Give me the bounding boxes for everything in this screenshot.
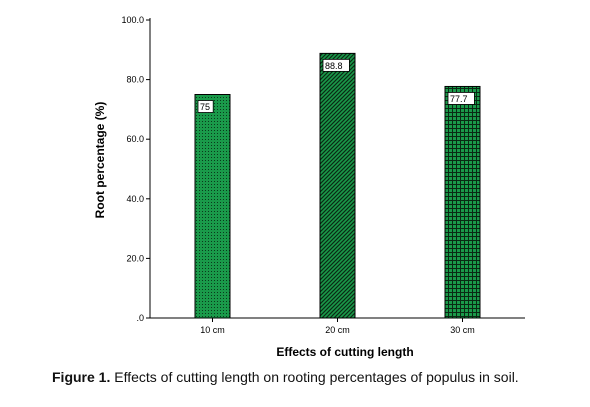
data-label-box <box>322 58 350 72</box>
plot-area: .0 20.0 40.0 60.0 80.0 100.0 75 10 cm 88.8 20 cm 7… <box>121 15 525 335</box>
data-label: 75 <box>200 102 210 112</box>
data-label: 77.7 <box>450 94 468 104</box>
bar <box>444 85 481 319</box>
x-tick-label: 20 cm <box>325 325 350 335</box>
y-tick-label: 20.0 <box>126 253 144 263</box>
y-axis-title: Root percentage (%) <box>93 102 107 219</box>
y-tick-label: 60.0 <box>126 134 144 144</box>
figure-caption-text: Effects of cutting length on rooting per… <box>114 369 519 385</box>
data-label: 88.8 <box>325 61 343 71</box>
figure-caption: Figure 1. Effects of cutting length on r… <box>52 369 519 385</box>
bar <box>319 52 356 319</box>
bar-chart: .0 20.0 40.0 60.0 80.0 100.0 75 10 cm 88.8 20 cm 7… <box>93 15 525 359</box>
x-tick-label: 10 cm <box>200 325 225 335</box>
x-tick-label: 30 cm <box>450 325 475 335</box>
y-tick-label: .0 <box>136 313 144 323</box>
x-axis-title: Effects of cutting length <box>276 345 413 359</box>
figure-label: Figure 1. <box>52 369 111 385</box>
data-label-box <box>447 92 475 105</box>
y-tick-label: 80.0 <box>126 75 144 85</box>
data-label-box <box>197 100 214 113</box>
y-tick-label: 100.0 <box>121 15 144 25</box>
y-tick-label: 40.0 <box>126 194 144 204</box>
bar <box>194 94 231 319</box>
